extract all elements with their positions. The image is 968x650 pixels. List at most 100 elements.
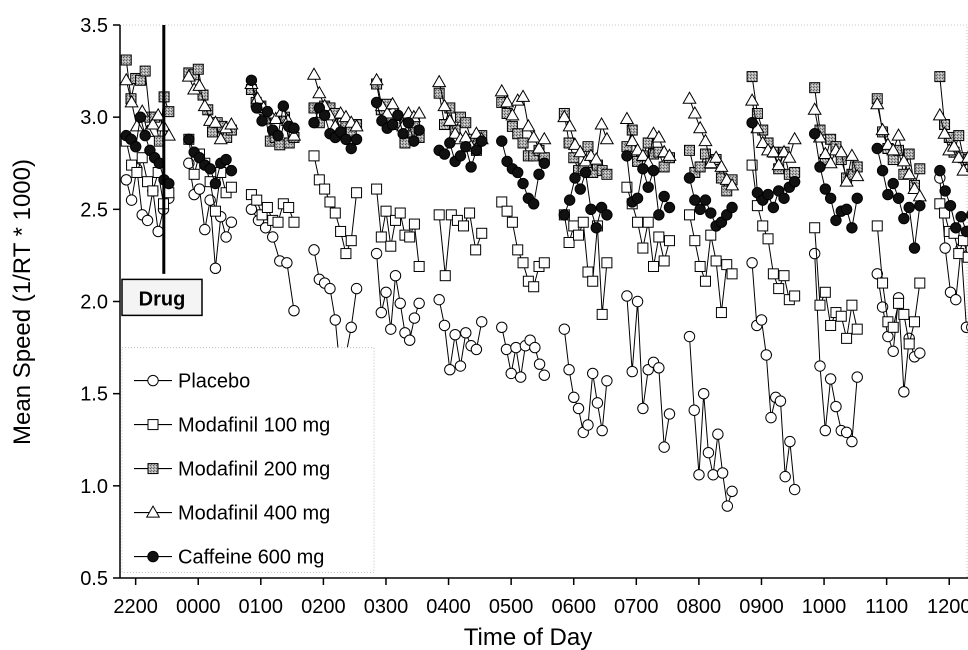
series-line	[689, 336, 733, 507]
data-point	[601, 168, 613, 180]
data-point	[914, 199, 926, 212]
data-point	[528, 281, 540, 293]
data-point	[568, 152, 580, 164]
data-point	[329, 207, 341, 219]
data-point	[408, 218, 420, 230]
data-point	[788, 175, 801, 188]
data-point	[887, 345, 899, 357]
data-point	[788, 483, 801, 496]
data-point	[648, 260, 660, 272]
data-point	[957, 235, 968, 247]
data-point	[514, 371, 527, 383]
legend-label: Placebo	[178, 371, 250, 393]
data-point	[572, 402, 585, 415]
data-point	[839, 174, 854, 187]
series-line	[563, 329, 608, 434]
drug-box	[121, 278, 203, 317]
data-point	[345, 321, 357, 334]
data-point	[192, 63, 204, 75]
data-point	[224, 117, 239, 130]
data-point	[500, 343, 513, 356]
data-point	[642, 181, 654, 193]
data-point	[386, 118, 399, 131]
data-point	[651, 129, 667, 143]
data-point	[582, 419, 594, 431]
data-point	[501, 205, 513, 217]
data-point	[699, 275, 711, 287]
data-point	[558, 209, 571, 221]
y-tick-label: 3.5	[80, 15, 108, 37]
data-point	[898, 212, 910, 225]
data-point	[526, 129, 541, 143]
legend-item-modafinil-100-mg: Modafinil 100 mg	[134, 415, 330, 437]
data-point	[683, 330, 696, 343]
data-point	[782, 150, 797, 163]
data-point	[956, 163, 968, 176]
data-point	[908, 242, 921, 254]
x-tick-label: 0700	[614, 596, 659, 618]
data-point	[370, 96, 383, 109]
data-point	[886, 142, 901, 156]
data-point	[209, 262, 222, 275]
data-point	[621, 150, 633, 162]
data-point	[385, 96, 400, 110]
data-point	[432, 74, 447, 88]
data-point	[694, 203, 706, 216]
data-point	[131, 166, 143, 178]
data-point	[125, 194, 138, 206]
data-point	[433, 209, 445, 221]
series-placebo	[120, 157, 968, 512]
data-point	[625, 133, 640, 147]
x-tick-label: 2200	[113, 596, 158, 618]
data-point	[653, 209, 665, 221]
data-point	[663, 235, 675, 247]
data-point	[875, 122, 890, 136]
data-point	[824, 192, 837, 204]
data-point	[442, 113, 457, 126]
data-point	[139, 129, 151, 142]
data-point	[699, 194, 712, 206]
data-point	[563, 364, 575, 376]
data-point	[199, 223, 211, 236]
data-point	[950, 293, 962, 306]
data-point	[308, 244, 320, 256]
data-point	[902, 166, 917, 180]
data-point	[369, 72, 384, 86]
data-point	[710, 255, 722, 267]
data-point	[765, 411, 777, 424]
data-point	[887, 321, 899, 333]
data-point	[746, 159, 758, 171]
data-point	[751, 107, 763, 119]
data-point	[698, 133, 713, 147]
data-point	[454, 360, 467, 372]
data-point	[533, 168, 545, 181]
data-point	[392, 109, 404, 122]
data-point	[225, 181, 237, 193]
data-point	[130, 140, 142, 153]
data-point	[568, 220, 580, 232]
data-point	[647, 164, 660, 177]
data-point	[445, 209, 457, 221]
data-point	[496, 135, 508, 147]
data-point	[397, 128, 409, 140]
data-point	[557, 109, 572, 123]
data-point	[601, 375, 613, 387]
data-point	[619, 111, 635, 125]
data-point	[476, 227, 488, 239]
data-point	[787, 131, 802, 145]
data-point	[932, 107, 948, 121]
legend-marker	[147, 463, 159, 475]
data-point	[824, 373, 837, 385]
data-point	[151, 107, 166, 121]
data-point	[469, 126, 484, 139]
data-point	[413, 297, 425, 310]
data-point	[684, 209, 696, 221]
data-point	[404, 231, 416, 243]
data-point	[789, 166, 801, 178]
data-point	[517, 177, 529, 190]
data-point	[642, 216, 654, 228]
data-point	[630, 142, 645, 156]
data-point	[850, 168, 865, 182]
data-point	[871, 142, 883, 155]
data-point	[887, 177, 899, 190]
